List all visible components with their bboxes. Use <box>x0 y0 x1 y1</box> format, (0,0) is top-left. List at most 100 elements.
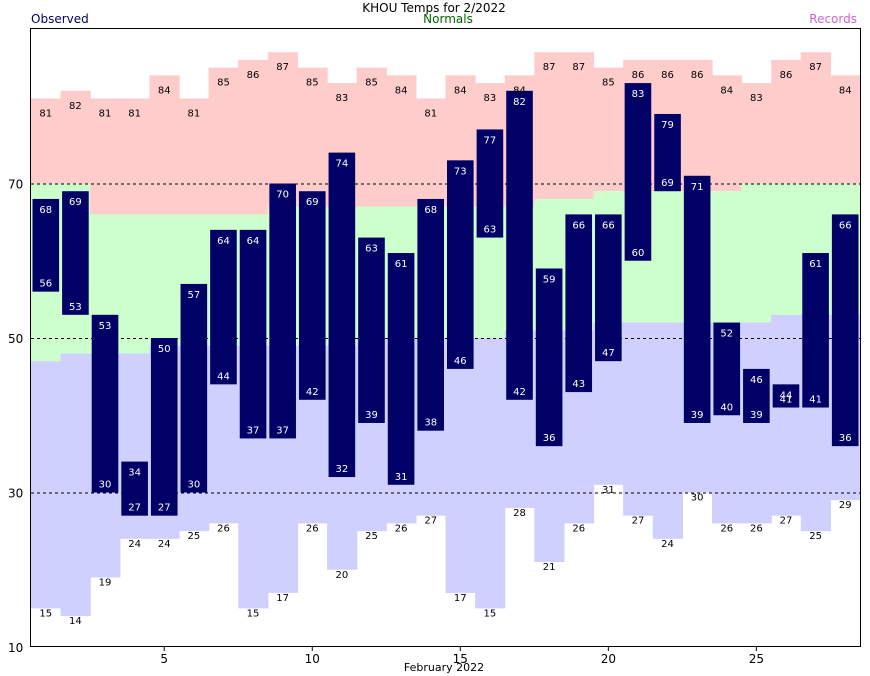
observed-bar <box>565 214 593 393</box>
record-low-label: 27 <box>632 516 645 527</box>
record-high-label: 86 <box>661 70 674 81</box>
record-low-label: 17 <box>454 593 467 604</box>
record-low-label: 24 <box>128 539 141 550</box>
observed-high-label: 68 <box>39 205 52 216</box>
record-low-label: 25 <box>187 531 200 542</box>
record-high-label: 85 <box>365 78 378 89</box>
observed-bar <box>683 175 711 423</box>
normal-band <box>741 183 772 323</box>
record-low-label: 25 <box>365 531 378 542</box>
record-high-label: 87 <box>572 62 585 73</box>
record-high-label: 83 <box>484 93 497 104</box>
normal-band <box>149 214 180 346</box>
observed-low-label: 44 <box>217 371 230 382</box>
record-high-label: 86 <box>780 70 793 81</box>
record-high-band <box>593 67 624 192</box>
record-high-band <box>238 59 269 215</box>
chart-title: KHOU Temps for 2/2022 <box>362 1 506 15</box>
record-high-label: 84 <box>158 85 171 96</box>
axes: 10 30 50 70 5 10 15 20 25 <box>8 178 764 667</box>
record-high-label: 86 <box>691 70 704 81</box>
record-high-label: 84 <box>720 85 733 96</box>
record-high-label: 84 <box>454 85 467 96</box>
observed-bar <box>91 314 119 493</box>
legend-normals: Normals <box>423 12 473 26</box>
observed-low-label: 30 <box>99 480 112 491</box>
observed-low-label: 39 <box>365 410 378 421</box>
record-high-band <box>415 98 447 207</box>
observed-high-label: 74 <box>336 159 349 170</box>
observed-low-label: 47 <box>602 348 615 359</box>
record-low-label: 29 <box>839 500 852 511</box>
record-high-band <box>682 59 713 192</box>
observed-bar <box>121 461 148 516</box>
record-high-band <box>149 75 180 215</box>
observed-bar <box>772 384 800 408</box>
x-tick-label: 20 <box>601 652 616 666</box>
record-high-band <box>60 90 91 184</box>
record-high-band <box>119 98 151 215</box>
record-high-band <box>208 67 239 215</box>
record-high-label: 81 <box>128 109 141 120</box>
observed-high-label: 59 <box>543 274 556 285</box>
observed-low-label: 38 <box>424 418 437 429</box>
observed-high-label: 66 <box>839 220 852 231</box>
observed-bar <box>535 268 563 447</box>
observed-bar <box>654 113 681 192</box>
observed-high-label: 70 <box>276 190 289 201</box>
record-high-label: 87 <box>276 62 289 73</box>
observed-high-label: 64 <box>247 236 260 247</box>
observed-bar <box>269 183 296 439</box>
record-low-label: 31 <box>602 485 615 496</box>
observed-high-label: 69 <box>306 197 319 208</box>
y-tick-label: 30 <box>8 487 23 501</box>
record-high-label: 81 <box>39 109 52 120</box>
observed-bar <box>595 214 622 362</box>
y-tick-label: 70 <box>8 178 23 192</box>
record-high-band <box>534 52 565 199</box>
legend-observed: Observed <box>31 12 89 26</box>
observed-bar <box>328 152 356 478</box>
observed-bar <box>476 129 504 238</box>
record-low-band <box>60 353 91 617</box>
record-high-label: 85 <box>602 78 615 89</box>
observed-high-label: 44 <box>780 390 793 401</box>
record-low-label: 20 <box>336 570 349 581</box>
record-low-label: 19 <box>99 577 112 588</box>
observed-bar <box>150 338 178 516</box>
observed-low-label: 36 <box>839 433 852 444</box>
record-high-band <box>563 52 595 199</box>
observed-high-label: 83 <box>632 89 645 100</box>
observed-high-label: 71 <box>691 182 704 193</box>
x-tick-label: 15 <box>453 652 468 666</box>
record-low-band <box>31 361 62 609</box>
record-high-band <box>90 98 121 215</box>
observed-low-label: 53 <box>69 302 82 313</box>
record-high-label: 83 <box>336 93 349 104</box>
x-axis-label: February 2022 <box>404 661 484 674</box>
observed-bar <box>831 214 859 447</box>
observed-low-label: 39 <box>691 410 704 421</box>
record-low-label: 26 <box>395 523 408 534</box>
observed-low-label: 41 <box>809 395 822 406</box>
record-low-band <box>771 314 802 516</box>
observed-high-label: 66 <box>572 220 585 231</box>
observed-low-label: 60 <box>632 248 645 259</box>
record-high-band <box>771 59 802 184</box>
record-high-band <box>31 98 62 184</box>
normal-band <box>771 183 802 315</box>
observed-bar <box>180 283 208 493</box>
record-high-label: 81 <box>187 109 200 120</box>
record-high-band <box>830 75 861 184</box>
observed-bar <box>298 191 326 400</box>
observed-bar <box>447 160 474 369</box>
observed-bar <box>624 83 652 261</box>
normal-band <box>711 191 743 323</box>
observed-low-label: 30 <box>187 480 200 491</box>
x-tick-label: 5 <box>160 652 168 666</box>
record-low-band <box>652 322 683 539</box>
observed-low-label: 41 <box>780 395 793 406</box>
observed-low-label: 37 <box>276 425 289 436</box>
record-low-label: 24 <box>661 539 674 550</box>
